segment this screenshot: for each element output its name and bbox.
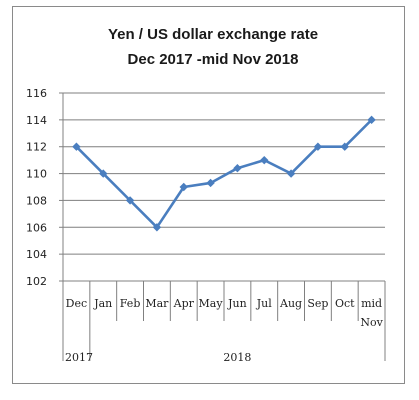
y-axis-tick-labels: 102 104 106 108 110 112 114 116 <box>26 87 47 288</box>
data-point-aug <box>286 169 296 178</box>
data-point-feb <box>125 196 135 205</box>
y-tick-label-116: 116 <box>26 87 47 100</box>
data-point-jul <box>260 155 269 165</box>
x-tick-label-11-0: mid <box>361 297 382 310</box>
year-label-2017: 2017 <box>65 351 93 364</box>
data-point-dec <box>72 142 81 151</box>
y-tick-label-114: 114 <box>26 114 47 127</box>
y-tick-label-106: 106 <box>26 221 47 234</box>
series-line-0 <box>75 118 373 229</box>
y-tick-label-104: 104 <box>26 248 47 261</box>
data-point-jan <box>99 169 108 178</box>
year-label-2018: 2018 <box>223 351 251 364</box>
series <box>72 115 376 232</box>
axes <box>59 92 386 361</box>
x-tick-label-10-0: Oct <box>335 297 355 310</box>
x-tick-label-3-0: Mar <box>145 297 169 310</box>
gridlines <box>63 92 385 255</box>
data-point-apr <box>179 182 188 192</box>
chart-title-line-2: Dec 2017 -mid Nov 2018 <box>128 51 299 68</box>
data-point-sep <box>313 142 323 151</box>
data-point-mar <box>152 223 162 232</box>
y-tick-label-108: 108 <box>26 194 47 207</box>
x-axis-year-groups: 2017 2018 <box>65 351 251 364</box>
data-point-jun <box>233 164 242 173</box>
y-tick-label-110: 110 <box>26 168 47 181</box>
y-tick-label-112: 112 <box>26 141 47 154</box>
data-point-mid-nov <box>367 115 376 125</box>
x-tick-label-9-0: Sep <box>307 297 328 310</box>
x-axis-tick-labels: Dec Jan Feb Mar Apr May Jun Jul Aug Sep Oct mid Nov <box>66 297 384 329</box>
x-tick-label-1-0: Jan <box>93 297 112 310</box>
chart-title-line-1: Yen / US dollar exchange rate <box>108 26 318 43</box>
x-tick-label-5-0: May <box>199 297 224 310</box>
x-tick-label-7-0: Jul <box>256 297 272 310</box>
x-tick-label-6-0: Jun <box>227 297 247 310</box>
chart: Yen / US dollar exchange rate Dec 2017 -… <box>26 26 386 364</box>
data-point-may <box>206 178 215 188</box>
x-tick-label-11-1: Nov <box>360 316 383 329</box>
x-tick-label-8-0: Aug <box>279 297 302 310</box>
chart-frame: Yen / US dollar exchange rate Dec 2017 -… <box>12 6 405 384</box>
data-point-oct <box>340 142 349 151</box>
x-tick-label-4-0: Apr <box>173 297 195 310</box>
y-tick-label-102: 102 <box>26 275 47 288</box>
x-tick-label-2-0: Feb <box>120 297 141 310</box>
x-tick-label-0-0: Dec <box>66 297 88 310</box>
